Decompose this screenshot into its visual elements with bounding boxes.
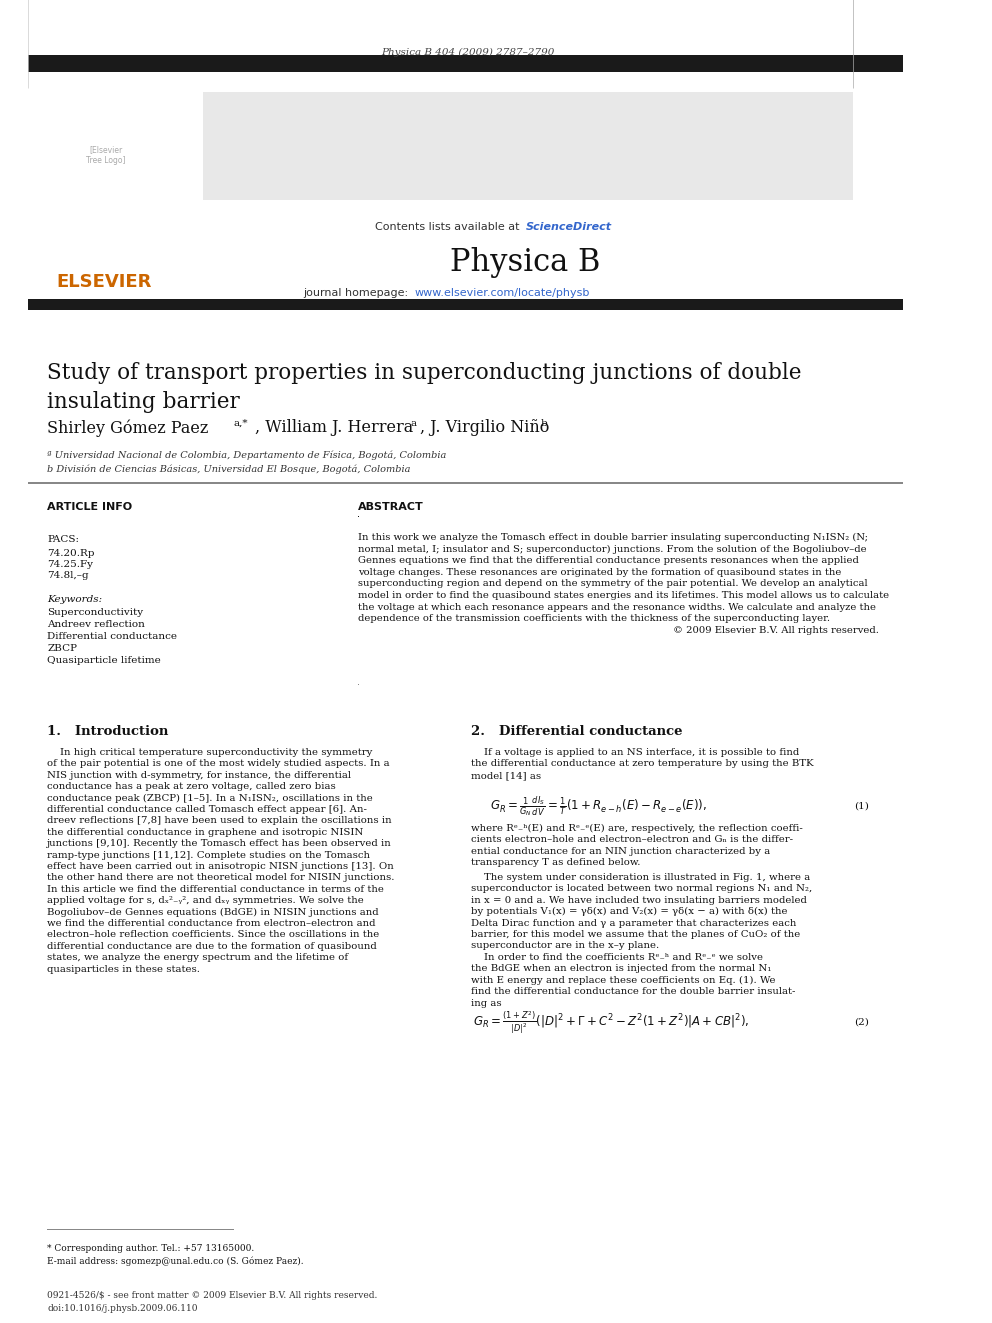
Text: Andreev reflection: Andreev reflection bbox=[48, 620, 145, 628]
Text: ramp-type junctions [11,12]. Complete studies on the Tomasch: ramp-type junctions [11,12]. Complete st… bbox=[48, 851, 370, 860]
Text: Quasiparticle lifetime: Quasiparticle lifetime bbox=[48, 656, 161, 665]
Text: where Rᵉ₋ʰ(E) and Rᵉ₋ᵉ(E) are, respectively, the reflection coeffi-: where Rᵉ₋ʰ(E) and Rᵉ₋ᵉ(E) are, respectiv… bbox=[471, 824, 804, 833]
Text: Physica B: Physica B bbox=[450, 246, 600, 278]
Text: (1): (1) bbox=[854, 802, 869, 811]
Text: 1.   Introduction: 1. Introduction bbox=[48, 725, 169, 738]
Text: ScienceDirect: ScienceDirect bbox=[526, 222, 612, 232]
Text: [Elsevier
Tree Logo]: [Elsevier Tree Logo] bbox=[86, 146, 125, 164]
Text: applied voltage for s, dₓ²₋ᵧ², and dₓᵧ symmetries. We solve the: applied voltage for s, dₓ²₋ᵧ², and dₓᵧ s… bbox=[48, 896, 364, 905]
Text: NIS junction with d-symmetry, for instance, the differential: NIS junction with d-symmetry, for instan… bbox=[48, 771, 351, 779]
Text: the differential conductance at zero temperature by using the BTK: the differential conductance at zero tem… bbox=[471, 759, 814, 769]
Text: , J. Virgilio Niño: , J. Virgilio Niño bbox=[420, 419, 554, 437]
Text: voltage changes. These resonances are originated by the formation of quasibound : voltage changes. These resonances are or… bbox=[358, 568, 841, 577]
Text: © 2009 Elsevier B.V. All rights reserved.: © 2009 Elsevier B.V. All rights reserved… bbox=[673, 626, 879, 635]
Text: model in order to find the quasibound states energies and its lifetimes. This mo: model in order to find the quasibound st… bbox=[358, 591, 890, 601]
Text: junctions [9,10]. Recently the Tomasch effect has been observed in: junctions [9,10]. Recently the Tomasch e… bbox=[48, 839, 392, 848]
Text: a,*: a,* bbox=[234, 418, 248, 427]
Text: PHYSICA
B: PHYSICA B bbox=[872, 143, 903, 153]
Text: ABSTRACT: ABSTRACT bbox=[358, 501, 424, 512]
Text: quasiparticles in these states.: quasiparticles in these states. bbox=[48, 964, 200, 974]
Text: Shirley Gómez Paez: Shirley Gómez Paez bbox=[48, 419, 213, 437]
Text: by potentials V₁(x) = γδ(x) and V₂(x) = γδ(x − a) with δ(x) the: by potentials V₁(x) = γδ(x) and V₂(x) = … bbox=[471, 908, 788, 917]
Bar bbox=[29, 54, 903, 71]
Text: ing as: ing as bbox=[471, 999, 502, 1008]
Text: a: a bbox=[410, 418, 417, 427]
Text: the other hand there are not theoretical model for NISIN junctions.: the other hand there are not theoretical… bbox=[48, 873, 395, 882]
Bar bbox=[29, 483, 903, 484]
Text: barrier, for this model we assume that the planes of CuO₂ of the: barrier, for this model we assume that t… bbox=[471, 930, 801, 939]
Text: dependence of the transmission coefficients with the thickness of the supercondu: dependence of the transmission coefficie… bbox=[358, 614, 830, 623]
Text: ª Universidad Nacional de Colombia, Departamento de Física, Bogotá, Colombia: ª Universidad Nacional de Colombia, Depa… bbox=[48, 450, 446, 460]
Text: If a voltage is applied to an NS interface, it is possible to find: If a voltage is applied to an NS interfa… bbox=[471, 747, 800, 757]
Bar bbox=[202, 91, 853, 200]
Text: find the differential conductance for the double barrier insulat-: find the differential conductance for th… bbox=[471, 987, 796, 996]
Text: differential conductance are due to the formation of quasibound: differential conductance are due to the … bbox=[48, 942, 377, 951]
Text: (2): (2) bbox=[854, 1017, 869, 1027]
Text: differential conductance called Tomasch effect appear [6]. An-: differential conductance called Tomasch … bbox=[48, 804, 367, 814]
Text: Delta Dirac function and γ a parameter that characterizes each: Delta Dirac function and γ a parameter t… bbox=[471, 918, 797, 927]
Text: ZBCP: ZBCP bbox=[48, 644, 77, 654]
Text: transparency T as defined below.: transparency T as defined below. bbox=[471, 859, 641, 867]
Text: In this work we analyze the Tomasch effect in double barrier insulating supercon: In this work we analyze the Tomasch effe… bbox=[358, 533, 868, 542]
Text: Contents lists available at: Contents lists available at bbox=[375, 222, 523, 232]
Text: cients electron–hole and electron–electron and Gₙ is the differ-: cients electron–hole and electron–electr… bbox=[471, 835, 794, 844]
Text: ential conductance for an NIN junction characterized by a: ential conductance for an NIN junction c… bbox=[471, 847, 771, 856]
Text: ARTICLE INFO: ARTICLE INFO bbox=[48, 501, 132, 512]
Bar bbox=[48, 1229, 234, 1230]
Text: In this article we find the differential conductance in terms of the: In this article we find the differential… bbox=[48, 885, 384, 894]
Text: the differential conductance in graphene and isotropic NISIN: the differential conductance in graphene… bbox=[48, 828, 363, 837]
Text: Superconductivity: Superconductivity bbox=[48, 609, 143, 617]
Text: Gennes equations we find that the differential conductance presents resonances w: Gennes equations we find that the differ… bbox=[358, 556, 859, 565]
Text: we find the differential conductance from electron–electron and: we find the differential conductance fro… bbox=[48, 919, 376, 927]
Text: states, we analyze the energy spectrum and the lifetime of: states, we analyze the energy spectrum a… bbox=[48, 953, 348, 962]
Text: Physica B 404 (2009) 2787–2790: Physica B 404 (2009) 2787–2790 bbox=[381, 48, 555, 57]
Text: * Corresponding author. Tel.: +57 13165000.: * Corresponding author. Tel.: +57 131650… bbox=[48, 1244, 254, 1253]
Text: the voltage at which each resonance appears and the resonance widths. We calcula: the voltage at which each resonance appe… bbox=[358, 602, 876, 611]
Text: normal metal, I; insulator and S; superconductor) junctions. From the solution o: normal metal, I; insulator and S; superc… bbox=[358, 545, 867, 554]
Text: ELSEVIER: ELSEVIER bbox=[56, 273, 152, 291]
Text: b División de Ciencias Básicas, Universidad El Bosque, Bogotá, Colombia: b División de Ciencias Básicas, Universi… bbox=[48, 464, 411, 474]
Text: PACS:: PACS: bbox=[48, 534, 79, 544]
Text: In order to find the coefficients Rᵉ₋ʰ and Rᵉ₋ᵉ we solve: In order to find the coefficients Rᵉ₋ʰ a… bbox=[471, 953, 764, 962]
Text: electron–hole reflection coefficients. Since the oscillations in the: electron–hole reflection coefficients. S… bbox=[48, 930, 379, 939]
Text: model [14] as: model [14] as bbox=[471, 771, 542, 779]
Text: 74.20.Rp: 74.20.Rp bbox=[48, 549, 94, 558]
Text: of the pair potential is one of the most widely studied aspects. In a: of the pair potential is one of the most… bbox=[48, 759, 390, 769]
Text: $G_R = \frac{(1+Z^2)}{|D|^2}(|D|^2 + \Gamma + C^2 - Z^2(1+Z^2)|A + CB|^2),$: $G_R = \frac{(1+Z^2)}{|D|^2}(|D|^2 + \Ga… bbox=[473, 1009, 749, 1035]
Text: the BdGE when an electron is injected from the normal N₁: the BdGE when an electron is injected fr… bbox=[471, 964, 772, 974]
Text: superconductor are in the x–y plane.: superconductor are in the x–y plane. bbox=[471, 942, 660, 950]
Text: journal homepage:: journal homepage: bbox=[304, 288, 412, 298]
Text: Keywords:: Keywords: bbox=[48, 595, 102, 605]
Text: 74.8l,–g: 74.8l,–g bbox=[48, 572, 88, 579]
Text: superconductor is located between two normal regions N₁ and N₂,: superconductor is located between two no… bbox=[471, 884, 812, 893]
Text: superconducting region and depend on the symmetry of the pair potential. We deve: superconducting region and depend on the… bbox=[358, 579, 868, 589]
Text: in x = 0 and a. We have included two insulating barriers modeled: in x = 0 and a. We have included two ins… bbox=[471, 896, 807, 905]
Text: Bogoliubov–de Gennes equations (BdGE) in NISIN junctions and: Bogoliubov–de Gennes equations (BdGE) in… bbox=[48, 908, 379, 917]
Text: 0921-4526/$ - see front matter © 2009 Elsevier B.V. All rights reserved.: 0921-4526/$ - see front matter © 2009 El… bbox=[48, 1291, 378, 1301]
Text: , William J. Herrera: , William J. Herrera bbox=[255, 419, 418, 437]
Bar bbox=[29, 299, 903, 310]
Text: conductance peak (ZBCP) [1–5]. In a N₁ISN₂, oscillations in the: conductance peak (ZBCP) [1–5]. In a N₁IS… bbox=[48, 794, 373, 803]
Text: 74.25.Fy: 74.25.Fy bbox=[48, 560, 93, 569]
Text: 2.   Differential conductance: 2. Differential conductance bbox=[471, 725, 682, 738]
Text: effect have been carried out in anisotropic NISN junctions [13]. On: effect have been carried out in anisotro… bbox=[48, 863, 394, 871]
Text: with E energy and replace these coefficients on Eq. (1). We: with E energy and replace these coeffici… bbox=[471, 976, 776, 984]
Text: E-mail address: sgomezp@unal.edu.co (S. Gómez Paez).: E-mail address: sgomezp@unal.edu.co (S. … bbox=[48, 1257, 304, 1266]
Text: The system under consideration is illustrated in Fig. 1, where a: The system under consideration is illust… bbox=[471, 873, 810, 882]
Text: dreev reflections [7,8] have been used to explain the oscillations in: dreev reflections [7,8] have been used t… bbox=[48, 816, 392, 826]
Text: Study of transport properties in superconducting junctions of double
insulating : Study of transport properties in superco… bbox=[48, 363, 802, 413]
Text: conductance has a peak at zero voltage, called zero bias: conductance has a peak at zero voltage, … bbox=[48, 782, 336, 791]
Text: www.elsevier.com/locate/physb: www.elsevier.com/locate/physb bbox=[415, 288, 590, 298]
Text: Differential conductance: Differential conductance bbox=[48, 632, 178, 642]
Text: In high critical temperature superconductivity the symmetry: In high critical temperature superconduc… bbox=[48, 747, 373, 757]
Text: doi:10.1016/j.physb.2009.06.110: doi:10.1016/j.physb.2009.06.110 bbox=[48, 1304, 197, 1312]
Text: b: b bbox=[541, 418, 548, 427]
Text: $G_R = \frac{1}{G_N}\frac{dI_S}{dV} = \frac{1}{T}(1 + R_{e-h}(E) - R_{e-e}(E)),$: $G_R = \frac{1}{G_N}\frac{dI_S}{dV} = \f… bbox=[490, 794, 707, 818]
